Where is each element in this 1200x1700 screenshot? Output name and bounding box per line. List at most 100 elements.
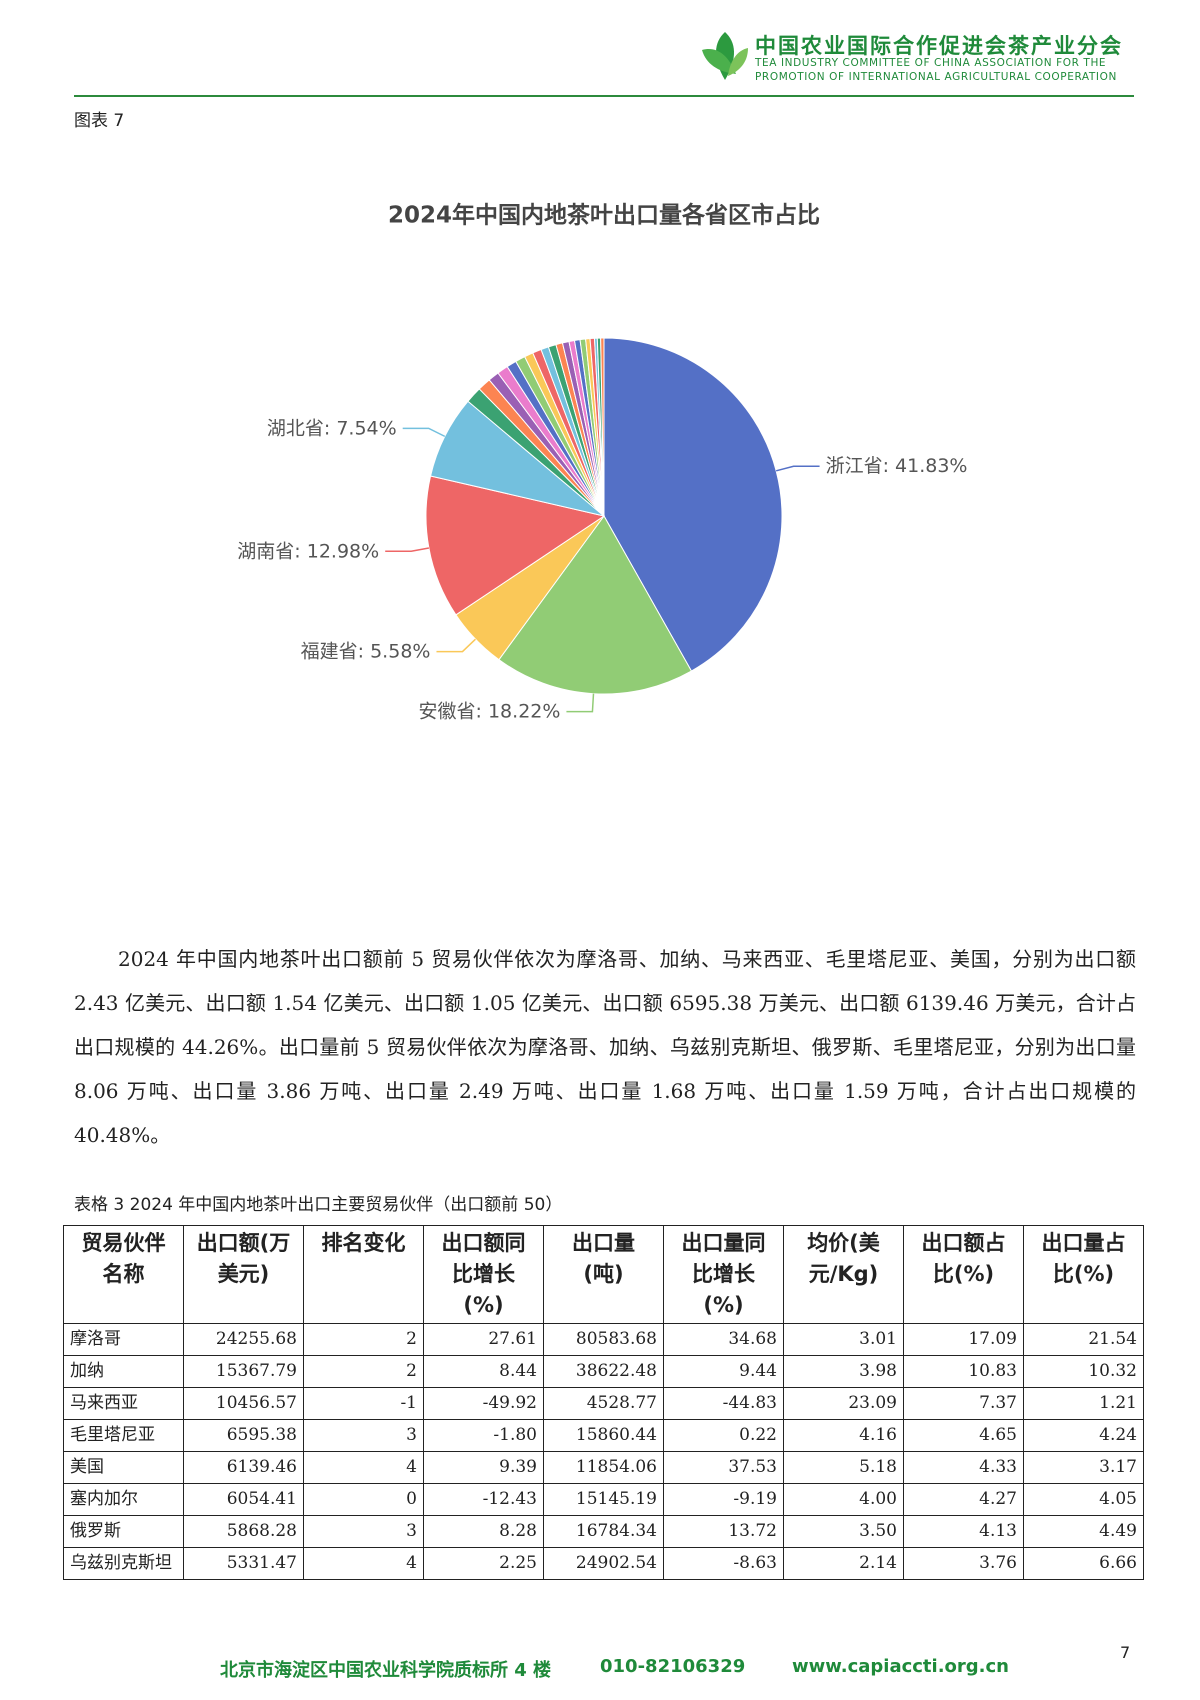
table-cell: 24255.68 xyxy=(183,1323,304,1356)
value-label: : 5.58% xyxy=(358,640,431,662)
table-cell: 4.05 xyxy=(1023,1483,1144,1516)
table-row: 加纳 15367.79 2 8.44 38622.48 9.44 3.98 10.83 10.3… xyxy=(63,1355,1144,1388)
table-cell: -49.92 xyxy=(423,1387,544,1420)
page-number: 7 xyxy=(1120,1643,1131,1662)
table-cell: -1 xyxy=(303,1387,424,1420)
leader-line xyxy=(436,638,476,653)
table-cell: 34.68 xyxy=(663,1323,784,1356)
table-cell: 24902.54 xyxy=(543,1547,664,1580)
table-cell: 80583.68 xyxy=(543,1323,664,1356)
paragraph: 2024 年中国内地茶叶出口额前 5 贸易伙伴依次为摩洛哥、加纳、马来西亚、毛里… xyxy=(74,947,1136,1147)
table-cell: 4.00 xyxy=(783,1483,904,1516)
table-cell: 7.37 xyxy=(903,1387,1024,1420)
slice-label: 福建省: 5.58% xyxy=(301,640,431,662)
column-header: 排名变化 xyxy=(303,1225,424,1324)
value-label: : 41.83% xyxy=(883,455,968,477)
table-row: 马来西亚 10456.57 -1 -49.92 4528.77 -44.83 23.09 7.… xyxy=(63,1387,1144,1420)
pie-slice xyxy=(603,337,783,672)
table-cell: 3.98 xyxy=(783,1355,904,1388)
leader-line xyxy=(566,693,595,713)
table-cell: -12.43 xyxy=(423,1483,544,1516)
column-header: 出口额占比(%) xyxy=(903,1225,1024,1324)
table-cell: 9.39 xyxy=(423,1451,544,1484)
table-cell: 15860.44 xyxy=(543,1419,664,1452)
table-cell: 2 xyxy=(303,1323,424,1356)
table-cell: 4.13 xyxy=(903,1515,1024,1548)
table-cell: 5331.47 xyxy=(183,1547,304,1580)
table-cell: 38622.48 xyxy=(543,1355,664,1388)
table-cell: 3.17 xyxy=(1023,1451,1144,1484)
table-cell: 13.72 xyxy=(663,1515,784,1548)
table-cell: 3.50 xyxy=(783,1515,904,1548)
table-cell: 4.24 xyxy=(1023,1419,1144,1452)
table-cell: -1.80 xyxy=(423,1419,544,1452)
table-row: 摩洛哥 24255.68 2 27.61 80583.68 34.68 3.01 17.09 2… xyxy=(63,1323,1144,1356)
value-label: : 7.54% xyxy=(324,417,397,439)
table-cell: 37.53 xyxy=(663,1451,784,1484)
partner-name: 美国 xyxy=(63,1451,184,1484)
column-header: 出口量占比(%) xyxy=(1023,1225,1144,1324)
table-cell: 4.16 xyxy=(783,1419,904,1452)
org-name-cn: 中国农业国际合作促进会茶产业分会 xyxy=(755,34,1123,58)
table-row: 毛里塔尼亚 6595.38 3 -1.80 15860.44 0.22 4.16 4.65 4.… xyxy=(63,1419,1144,1452)
table-cell: 5.18 xyxy=(783,1451,904,1484)
value-label: : 18.22% xyxy=(476,700,561,722)
table-cell: -44.83 xyxy=(663,1387,784,1420)
table-cell: 4.33 xyxy=(903,1451,1024,1484)
category-label: 福建省 xyxy=(301,640,358,662)
table-cell: 16784.34 xyxy=(543,1515,664,1548)
leader-line xyxy=(775,465,820,472)
category-label: 湖南省 xyxy=(237,540,294,562)
website: www.capiaccti.org.cn xyxy=(792,1656,1009,1677)
column-header: 出口量(吨) xyxy=(543,1225,664,1324)
table-cell: 15367.79 xyxy=(183,1355,304,1388)
table-cell: 1.21 xyxy=(1023,1387,1144,1420)
table-row: 塞内加尔 6054.41 0 -12.43 15145.19 -9.19 4.00 4.27 4… xyxy=(63,1483,1144,1516)
table-cell: 6.66 xyxy=(1023,1547,1144,1580)
value-label: : 12.98% xyxy=(294,540,379,562)
table-cell: 23.09 xyxy=(783,1387,904,1420)
table-cell: -8.63 xyxy=(663,1547,784,1580)
leader-line xyxy=(402,427,446,438)
table-cell: 3 xyxy=(303,1515,424,1548)
table-cell: 4 xyxy=(303,1451,424,1484)
category-label: 安徽省 xyxy=(419,700,476,722)
table-cell: 4.65 xyxy=(903,1419,1024,1452)
table-cell: 17.09 xyxy=(903,1323,1024,1356)
partner-name: 马来西亚 xyxy=(63,1387,184,1420)
table-cell: 15145.19 xyxy=(543,1483,664,1516)
org-name-en: PROMOTION OF INTERNATIONAL AGRICULTURAL … xyxy=(755,71,1117,83)
table-caption: 表格 3 2024 年中国内地茶叶出口主要贸易伙伴（出口额前 50） xyxy=(74,1195,563,1215)
partner-name: 毛里塔尼亚 xyxy=(63,1419,184,1452)
column-header: 出口额同比增长(%) xyxy=(423,1225,544,1324)
table-cell: 2.14 xyxy=(783,1547,904,1580)
table-cell: 0.22 xyxy=(663,1419,784,1452)
table-cell: 4.27 xyxy=(903,1483,1024,1516)
data-table: 贸易伙伴名称 出口额(万美元) 排名变化 出口额同比增长(%) 出口量(吨) 出口量同比增… xyxy=(63,1225,1144,1580)
chart: 2024年中国内地茶叶出口量各省区市占比 浙江省: 41.83% 安徽省: 18.… xyxy=(237,202,968,723)
pie-slice xyxy=(600,337,605,517)
table-cell: -9.19 xyxy=(663,1483,784,1516)
table-cell: 6139.46 xyxy=(183,1451,304,1484)
category-label: 湖北省 xyxy=(267,417,324,439)
table-cell: 4 xyxy=(303,1547,424,1580)
table-cell: 10.83 xyxy=(903,1355,1024,1388)
table-cell: 9.44 xyxy=(663,1355,784,1388)
table-cell: 4.49 xyxy=(1023,1515,1144,1548)
table-cell: 2.25 xyxy=(423,1547,544,1580)
table-cell: 5868.28 xyxy=(183,1515,304,1548)
table-cell: 3.01 xyxy=(783,1323,904,1356)
logo xyxy=(702,32,748,80)
table-cell: 4528.77 xyxy=(543,1387,664,1420)
table-cell: 21.54 xyxy=(1023,1323,1144,1356)
pie-slice xyxy=(498,515,693,695)
table-cell: 27.61 xyxy=(423,1323,544,1356)
table-row: 美国 6139.46 4 9.39 11854.06 37.53 5.18 4.33 3.17 xyxy=(63,1451,1144,1484)
org-name-en: TEA INDUSTRY COMMITTEE OF CHINA ASSOCIAT… xyxy=(755,57,1107,69)
slice-label: 浙江省: 41.83% xyxy=(826,455,968,477)
table-cell: 3.76 xyxy=(903,1547,1024,1580)
table-cell: 0 xyxy=(303,1483,424,1516)
partner-name: 加纳 xyxy=(63,1355,184,1388)
address: 北京市海淀区中国农业科学院质标所 4 楼 xyxy=(220,1660,552,1681)
